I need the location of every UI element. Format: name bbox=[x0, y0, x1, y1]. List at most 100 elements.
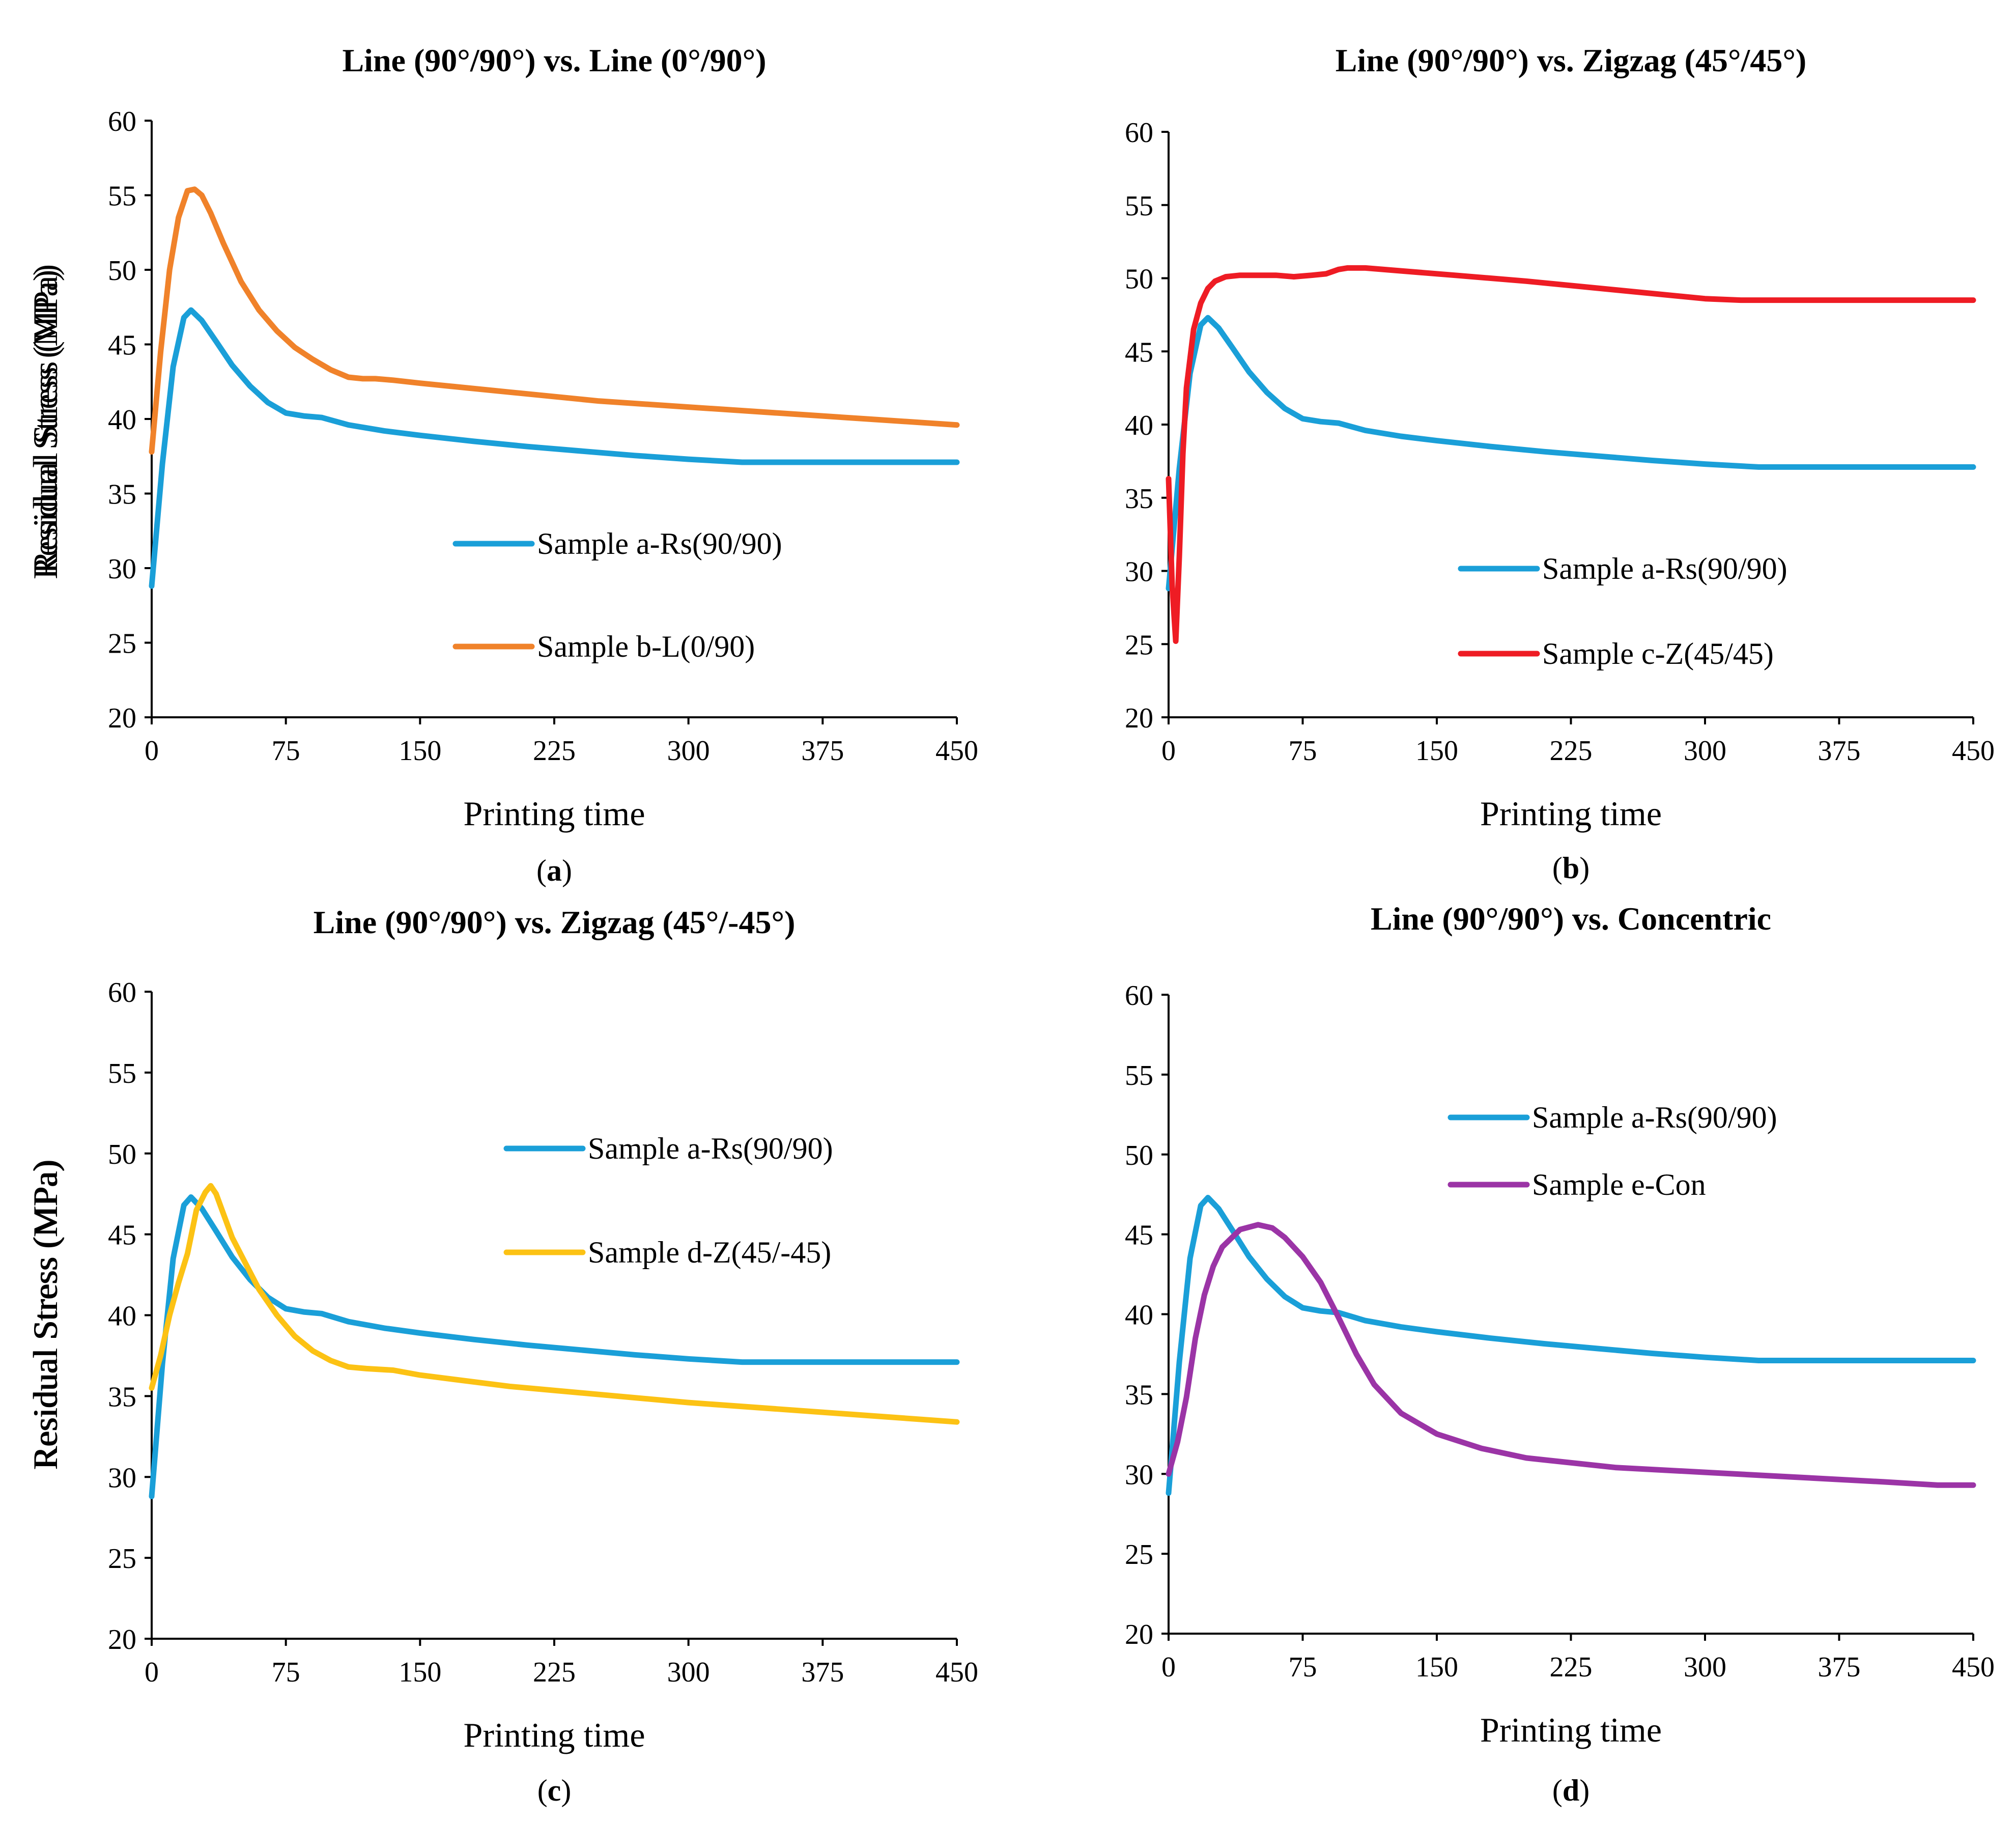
x-tick-label: 150 bbox=[399, 1657, 441, 1688]
chart-title: Line (90°/90°) vs. Zigzag (45°/45°) bbox=[1336, 42, 1806, 78]
x-tick-label: 450 bbox=[1952, 735, 1995, 767]
chart-panel-d: Line (90°/90°) vs. Concentric 20 25 30 35 40 4… bbox=[26, 901, 1995, 1807]
series-line-c bbox=[1166, 265, 1976, 644]
y-tick-label: 55 bbox=[1125, 190, 1153, 222]
y-tick-label: 20 bbox=[1125, 1619, 1153, 1650]
x-tick-label: 450 bbox=[1952, 1651, 1995, 1683]
y-tick-label: 30 bbox=[1125, 556, 1153, 588]
x-tick-label: 375 bbox=[801, 735, 844, 767]
y-tick-label: 30 bbox=[1125, 1459, 1153, 1491]
legend-label: Sample a-Rs(90/90) bbox=[1542, 552, 1787, 585]
y-tick-label: 50 bbox=[108, 255, 136, 287]
y-tick-label: 60 bbox=[1125, 980, 1153, 1012]
x-tick-label: 0 bbox=[145, 1657, 159, 1688]
caption-paren-close: ) bbox=[1579, 1774, 1589, 1807]
y-tick-label: 45 bbox=[108, 1220, 136, 1251]
panel-caption: (d) bbox=[1552, 1774, 1589, 1807]
x-tick-label: 75 bbox=[272, 1657, 300, 1688]
y-axis-label: Residual Stress (MPa) bbox=[26, 270, 65, 579]
chart-title: Line (90°/90°) vs. Zigzag (45°/-45°) bbox=[314, 904, 796, 940]
legend-label: Sample a-Rs(90/90) bbox=[537, 527, 782, 560]
x-tick-label: 450 bbox=[935, 735, 978, 767]
caption-paren-open: ( bbox=[1552, 1774, 1563, 1807]
panel-caption: (b) bbox=[1552, 851, 1589, 885]
caption-paren-close: ) bbox=[561, 1774, 571, 1807]
y-tick-label: 40 bbox=[108, 404, 136, 436]
legend-label: Sample a-Rs(90/90) bbox=[588, 1132, 833, 1165]
y-tick-label: 60 bbox=[108, 977, 136, 1008]
x-tick-label: 375 bbox=[1818, 735, 1861, 767]
y-axis-label: Residual Stress (MPa) bbox=[26, 264, 65, 574]
x-tick-label: 300 bbox=[667, 1657, 710, 1688]
y-tick-label: 40 bbox=[1125, 410, 1153, 441]
series-line-a bbox=[1166, 1195, 1976, 1496]
x-tick-label: 0 bbox=[1161, 1651, 1176, 1683]
y-tick-label: 45 bbox=[1125, 337, 1153, 368]
legend-label: Sample b-L(0/90) bbox=[537, 630, 755, 663]
y-tick-label: 25 bbox=[1125, 629, 1153, 661]
chart-title: Line (90°/90°) vs. Line (0°/90°) bbox=[342, 42, 766, 78]
x-tick-label: 375 bbox=[1818, 1651, 1861, 1683]
y-tick-label: 60 bbox=[108, 106, 136, 137]
caption-paren-open: ( bbox=[537, 1774, 548, 1807]
y-tick-label: 25 bbox=[108, 628, 136, 660]
x-axis-label: Printing time bbox=[1480, 1711, 1662, 1749]
chart-title: Line (90°/90°) vs. Concentric bbox=[1371, 901, 1771, 937]
x-tick-label: 225 bbox=[533, 1657, 576, 1688]
x-axis-label: Printing time bbox=[464, 1716, 645, 1754]
x-tick-label: 300 bbox=[667, 735, 710, 767]
series-line-d bbox=[149, 1183, 960, 1425]
legend-label: Sample e-Con bbox=[1532, 1168, 1706, 1201]
x-tick-label: 225 bbox=[533, 735, 576, 767]
caption-paren-open: ( bbox=[536, 854, 547, 887]
y-tick-label: 25 bbox=[1125, 1539, 1153, 1571]
x-tick-label: 225 bbox=[1550, 1651, 1593, 1683]
x-tick-label: 450 bbox=[935, 1657, 978, 1688]
x-tick-label: 75 bbox=[1289, 1651, 1317, 1683]
y-tick-label: 20 bbox=[1125, 703, 1153, 734]
x-tick-label: 75 bbox=[1289, 735, 1317, 767]
y-tick-label: 45 bbox=[108, 330, 136, 361]
x-tick-label: 75 bbox=[272, 735, 300, 767]
series-line-b bbox=[149, 186, 960, 455]
y-tick-label: 40 bbox=[1125, 1300, 1153, 1331]
series-line-e bbox=[1166, 1222, 1976, 1488]
series-line-a bbox=[1166, 315, 1976, 592]
y-axis-label: Residual Stress (MPa) bbox=[26, 1159, 65, 1469]
caption-letter: b bbox=[1563, 851, 1579, 885]
legend-label: Sample a-Rs(90/90) bbox=[1532, 1101, 1777, 1134]
y-tick-label: 30 bbox=[108, 1462, 136, 1494]
chart-panel-c: Line (90°/90°) vs. Zigzag (45°/-45°) 20 25… bbox=[26, 904, 978, 1807]
caption-letter: c bbox=[548, 1774, 561, 1807]
x-tick-label: 150 bbox=[1415, 735, 1458, 767]
legend-label: Sample d-Z(45/-45) bbox=[588, 1236, 831, 1269]
y-tick-label: 30 bbox=[108, 553, 136, 585]
y-tick-label: 60 bbox=[1125, 117, 1153, 149]
chart-panel-b: Line (90°/90°) vs. Zigzag (45°/45°) 20 25 3… bbox=[26, 42, 1995, 885]
y-tick-label: 55 bbox=[108, 1058, 136, 1089]
caption-letter: d bbox=[1563, 1774, 1579, 1807]
chart-panel-a: Line (90°/90°) vs. Line (0°/90°) 20 25 30 35… bbox=[26, 42, 978, 887]
y-tick-label: 20 bbox=[108, 703, 136, 734]
x-tick-label: 225 bbox=[1550, 735, 1593, 767]
caption-paren-open: ( bbox=[1552, 851, 1563, 885]
y-tick-label: 35 bbox=[108, 479, 136, 511]
y-axis-label: Residual Stress (MPa) bbox=[26, 1160, 65, 1470]
series-line-a bbox=[149, 1194, 960, 1499]
x-tick-label: 150 bbox=[1415, 1651, 1458, 1683]
caption-paren-close: ) bbox=[562, 854, 572, 887]
x-tick-label: 150 bbox=[399, 735, 441, 767]
y-tick-label: 45 bbox=[1125, 1220, 1153, 1251]
x-axis-label: Printing time bbox=[1480, 794, 1662, 833]
x-tick-label: 375 bbox=[801, 1657, 844, 1688]
y-tick-label: 40 bbox=[108, 1301, 136, 1332]
caption-letter: a bbox=[547, 854, 562, 887]
x-tick-label: 0 bbox=[145, 735, 159, 767]
y-tick-label: 55 bbox=[1125, 1060, 1153, 1091]
panel-caption: (a) bbox=[536, 854, 572, 887]
caption-paren-close: ) bbox=[1579, 851, 1589, 885]
y-tick-label: 35 bbox=[108, 1381, 136, 1413]
y-tick-label: 50 bbox=[1125, 1140, 1153, 1171]
y-tick-label: 35 bbox=[1125, 483, 1153, 515]
